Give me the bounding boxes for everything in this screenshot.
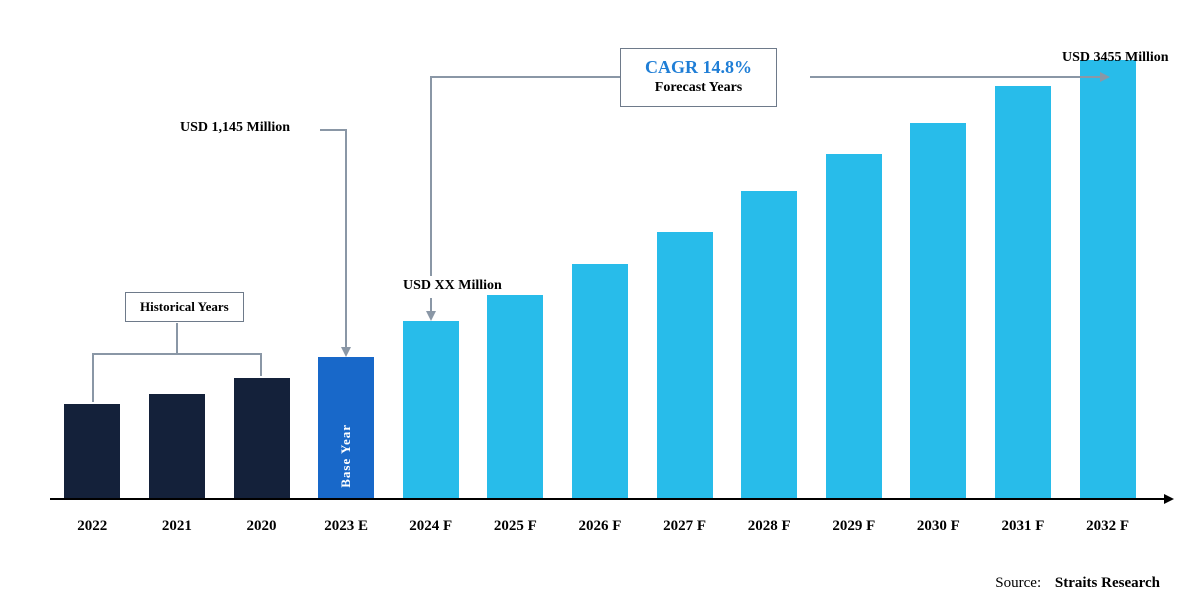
bar: [234, 378, 290, 498]
bar: [995, 86, 1051, 498]
start-value-callout: USD 1,145 Million: [180, 120, 290, 136]
bar: [741, 191, 797, 498]
x-axis-label: 2030 F: [910, 518, 966, 535]
end-value-callout: USD 3455 Million: [1062, 50, 1169, 66]
bar-slot: [995, 86, 1051, 498]
x-axis-label: 2022: [64, 518, 120, 535]
bar: [1080, 60, 1136, 498]
bar: [403, 321, 459, 498]
cagr-right-arrow: [810, 76, 1102, 78]
source-attribution: Source: Straits Research: [995, 575, 1160, 592]
bar: [572, 264, 628, 498]
cagr-value: CAGR 14.8%: [645, 57, 752, 78]
bar-slot: [234, 378, 290, 498]
bar-slot: [64, 404, 120, 498]
cagr-left-connector: [430, 76, 432, 276]
source-value: Straits Research: [1055, 575, 1160, 591]
bar: [487, 295, 543, 498]
bar: [149, 394, 205, 498]
bar-slot: [149, 394, 205, 498]
x-axis-label: 2026 F: [572, 518, 628, 535]
x-axis-label: 2032 F: [1080, 518, 1136, 535]
historical-years-text: Historical Years: [140, 299, 229, 314]
cagr-left-h: [431, 76, 620, 78]
bar-slot: [657, 232, 713, 498]
plot-area: Base Year: [50, 50, 1170, 500]
bar: [657, 232, 713, 498]
x-axis-label: 2031 F: [995, 518, 1051, 535]
x-axis-label: 2024 F: [403, 518, 459, 535]
bar: [910, 123, 966, 498]
mid-connector: [430, 298, 432, 313]
historical-bracket: [92, 353, 261, 355]
bar: [64, 404, 120, 498]
bar-slot: [403, 321, 459, 498]
bar-slot: Base Year: [318, 357, 374, 498]
bar-slot: [1080, 60, 1136, 498]
bar-slot: [910, 123, 966, 498]
x-axis-labels: 2022 2021 2020 2023 E 2024 F 2025 F 2026 F 2027…: [50, 518, 1150, 535]
x-axis-label: 2029 F: [826, 518, 882, 535]
bar: [826, 154, 882, 498]
x-axis-label: 2025 F: [487, 518, 543, 535]
historical-years-box: Historical Years: [125, 292, 244, 322]
cagr-subtitle: Forecast Years: [645, 80, 752, 96]
mid-value-callout: USD XX Million: [403, 278, 502, 294]
bar-slot: [741, 191, 797, 498]
x-axis-label: 2021: [149, 518, 205, 535]
base-year-label: Base Year: [338, 424, 354, 488]
x-axis-label: 2027 F: [657, 518, 713, 535]
start-connector-v: [345, 129, 347, 349]
x-axis-label: 2028 F: [741, 518, 797, 535]
x-axis-label: 2023 E: [318, 518, 374, 535]
x-axis-label: 2020: [234, 518, 290, 535]
x-axis: [50, 498, 1166, 500]
start-connector-h: [320, 129, 346, 131]
bar-slot: [826, 154, 882, 498]
bar-slot: [487, 295, 543, 498]
cagr-box: CAGR 14.8% Forecast Years: [620, 48, 777, 107]
source-label: Source:: [995, 575, 1041, 591]
bar-slot: [572, 264, 628, 498]
market-forecast-chart: Base Year 2022 2021 2020 2023 E 2024 F 2025 F…: [50, 20, 1170, 560]
bars-group: Base Year: [50, 50, 1150, 498]
